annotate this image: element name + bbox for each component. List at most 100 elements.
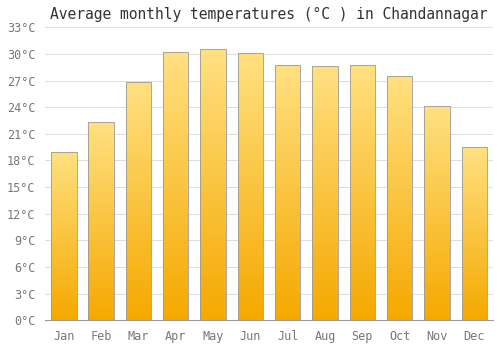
Bar	[424, 216, 450, 218]
Bar	[88, 219, 114, 221]
Bar	[88, 166, 114, 168]
Bar	[350, 164, 375, 167]
Bar	[200, 96, 226, 98]
Bar	[163, 315, 188, 318]
Bar	[275, 241, 300, 244]
Bar	[387, 181, 412, 184]
Bar	[51, 157, 76, 158]
Bar	[350, 185, 375, 187]
Bar	[51, 278, 76, 280]
Bar	[424, 271, 450, 273]
Bar	[51, 263, 76, 265]
Bar	[163, 173, 188, 175]
Bar	[387, 318, 412, 320]
Bar	[350, 300, 375, 302]
Bar	[275, 305, 300, 308]
Bar	[88, 124, 114, 126]
Bar	[424, 252, 450, 254]
Bar	[350, 190, 375, 192]
Bar	[238, 245, 263, 248]
Bar	[126, 113, 151, 116]
Bar	[238, 160, 263, 163]
Bar	[350, 259, 375, 261]
Bar	[126, 296, 151, 299]
Bar	[51, 163, 76, 165]
Bar	[275, 203, 300, 205]
Bar	[238, 264, 263, 267]
Bar	[462, 261, 487, 263]
Bar	[275, 279, 300, 282]
Bar	[350, 100, 375, 103]
Bar	[88, 263, 114, 265]
Bar	[238, 173, 263, 176]
Bar	[200, 52, 226, 55]
Bar	[312, 298, 338, 300]
Bar	[238, 299, 263, 302]
Bar	[163, 243, 188, 245]
Bar	[88, 225, 114, 227]
Bar	[424, 243, 450, 245]
Bar	[424, 168, 450, 170]
Bar	[424, 170, 450, 173]
Bar	[350, 118, 375, 121]
Bar	[88, 172, 114, 174]
Bar	[350, 180, 375, 182]
Bar	[350, 274, 375, 277]
Title: Average monthly temperatures (°C ) in Chandannagar: Average monthly temperatures (°C ) in Ch…	[50, 7, 488, 22]
Bar	[126, 180, 151, 182]
Bar	[163, 162, 188, 165]
Bar	[350, 141, 375, 144]
Bar	[462, 172, 487, 173]
Bar	[126, 170, 151, 173]
Bar	[462, 307, 487, 308]
Bar	[350, 116, 375, 118]
Bar	[51, 204, 76, 205]
Bar	[312, 318, 338, 320]
Bar	[424, 179, 450, 181]
Bar	[51, 229, 76, 231]
Bar	[462, 206, 487, 208]
Bar	[163, 218, 188, 221]
Bar	[312, 183, 338, 186]
Bar	[275, 249, 300, 251]
Bar	[462, 289, 487, 291]
Bar	[126, 142, 151, 144]
Bar	[275, 290, 300, 292]
Bar	[238, 163, 263, 165]
Bar	[88, 275, 114, 277]
Bar	[387, 157, 412, 159]
Bar	[126, 92, 151, 94]
Bar	[462, 215, 487, 216]
Bar	[350, 121, 375, 124]
Bar	[51, 280, 76, 281]
Bar	[163, 183, 188, 186]
Bar	[88, 289, 114, 290]
Bar	[200, 90, 226, 93]
Bar	[238, 117, 263, 120]
Bar	[200, 269, 226, 272]
Bar	[350, 98, 375, 100]
Bar	[126, 225, 151, 228]
Bar	[424, 121, 450, 124]
Bar	[350, 220, 375, 223]
Bar	[350, 172, 375, 175]
Bar	[312, 315, 338, 318]
Bar	[88, 205, 114, 208]
Bar	[312, 219, 338, 221]
Bar	[238, 302, 263, 304]
Bar	[462, 170, 487, 172]
Bar	[312, 270, 338, 272]
Bar	[200, 150, 226, 152]
Bar	[424, 224, 450, 226]
Bar	[424, 235, 450, 237]
Bar	[350, 313, 375, 315]
Bar	[312, 84, 338, 87]
Bar	[424, 111, 450, 113]
Bar	[275, 70, 300, 72]
Bar	[312, 181, 338, 183]
Bar	[387, 257, 412, 259]
Bar	[387, 191, 412, 193]
Bar	[238, 171, 263, 173]
Bar	[88, 209, 114, 211]
Bar	[163, 130, 188, 133]
